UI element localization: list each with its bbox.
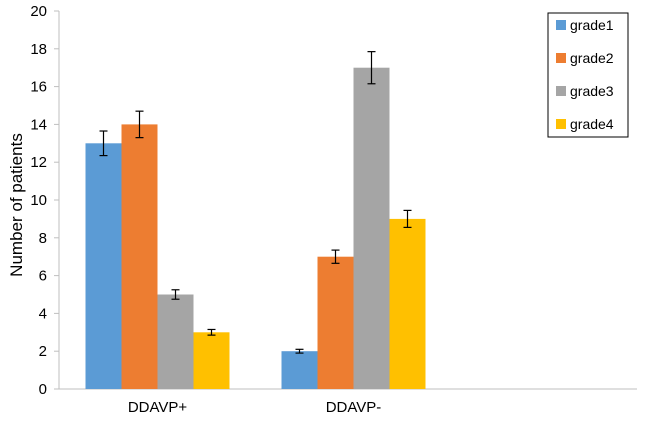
y-tick-label: 12 — [30, 154, 47, 171]
y-tick-label: 14 — [30, 116, 47, 133]
bar-grade2-0 — [121, 124, 158, 390]
bar-grade1-0 — [85, 143, 122, 389]
legend-swatch-grade2 — [556, 53, 566, 63]
bar-grade2-1 — [317, 256, 354, 389]
legend-swatch-grade1 — [556, 20, 566, 30]
y-tick-label: 0 — [39, 381, 47, 398]
legend-label-grade2: grade2 — [570, 50, 614, 66]
bars — [85, 67, 426, 390]
y-tick-label: 10 — [30, 192, 47, 209]
x-category-label: DDAVP- — [326, 399, 382, 416]
bar-grade4-1 — [389, 218, 426, 389]
y-tick-label: 20 — [30, 3, 47, 20]
legend-swatch-grade3 — [556, 86, 566, 96]
y-tick-label: 16 — [30, 79, 47, 96]
y-tick-label: 8 — [39, 230, 47, 247]
y-tick-label: 4 — [39, 305, 47, 322]
y-tick-label: 18 — [30, 41, 47, 58]
y-tick-label: 2 — [39, 343, 47, 360]
y-tick-label: 6 — [39, 268, 47, 285]
axis-labels: Number of patients — [7, 133, 26, 277]
axes: 0 2 4 6 8 10 12 14 16 18 20 DDAVP+ DDAVP- — [30, 3, 637, 416]
legend-swatch-grade4 — [556, 119, 566, 129]
legend: grade1 grade2 grade3 grade4 — [547, 12, 629, 138]
error-bars — [99, 51, 412, 354]
bar-grade4-0 — [193, 332, 230, 389]
y-axis-label: Number of patients — [7, 133, 26, 277]
x-category-label: DDAVP+ — [128, 399, 188, 416]
legend-label-grade1: grade1 — [570, 17, 614, 33]
bar-grade3-0 — [157, 294, 194, 389]
legend-label-grade3: grade3 — [570, 83, 614, 99]
legend-label-grade4: grade4 — [570, 116, 614, 132]
bar-grade1-1 — [281, 351, 318, 389]
legend-box — [547, 12, 629, 138]
bar-grade3-1 — [353, 67, 390, 389]
